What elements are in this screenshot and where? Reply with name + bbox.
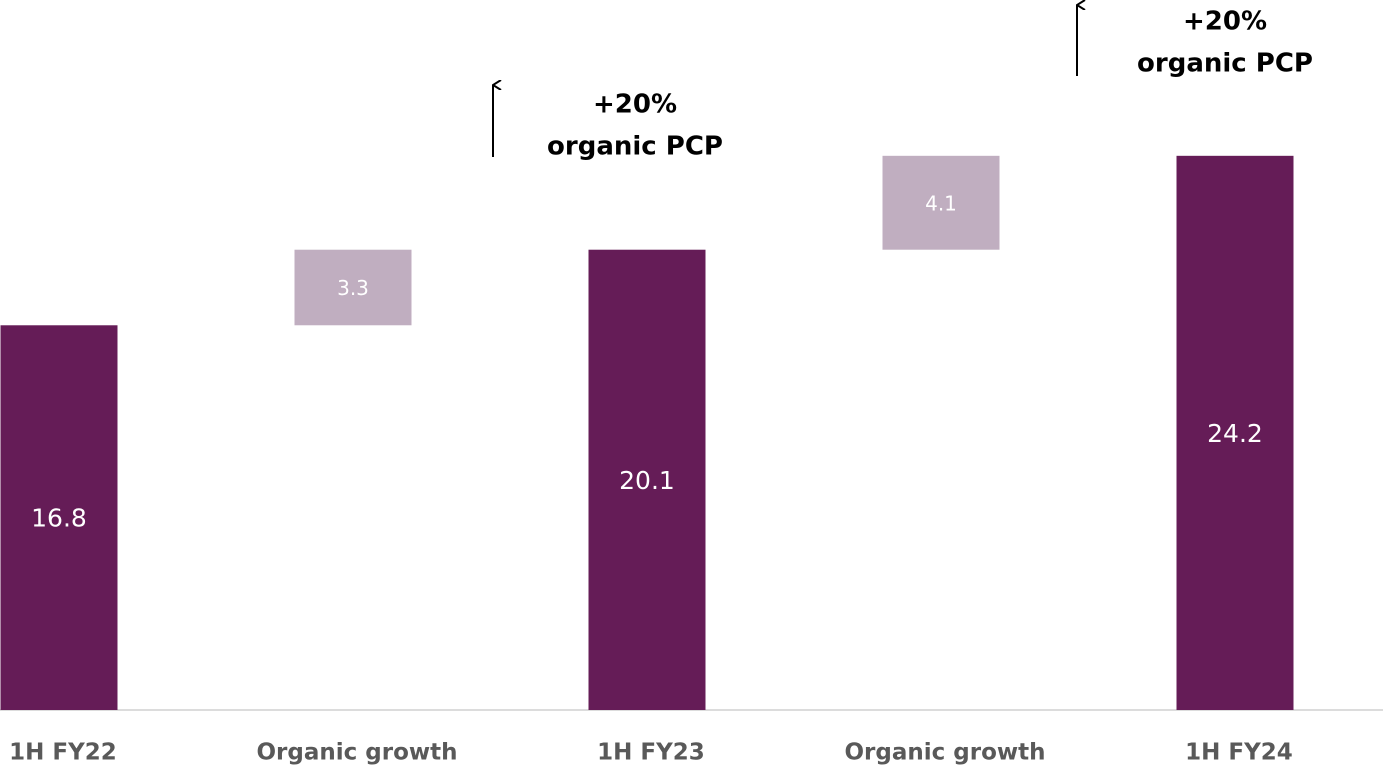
annotation-text: organic PCP: [1137, 49, 1313, 79]
value-label: 16.8: [31, 504, 87, 533]
x-tick-label: Organic growth: [256, 740, 457, 766]
growth-bar: [882, 155, 1000, 250]
x-tick-label: 1H FY24: [1185, 740, 1293, 766]
x-tick-label: Organic growth: [844, 740, 1045, 766]
x-tick-label: 1H FY23: [597, 740, 705, 766]
annotation-text: organic PCP: [547, 132, 723, 162]
annotation-text: +20%: [593, 90, 677, 120]
value-label: 3.3: [337, 276, 369, 300]
annotation-text: +20%: [1183, 7, 1267, 37]
total-bar: [0, 325, 118, 710]
growth-bar: [294, 249, 412, 326]
value-label: 24.2: [1207, 419, 1263, 448]
value-label: 4.1: [925, 191, 957, 215]
total-bar: [588, 249, 706, 710]
total-bar: [1176, 155, 1294, 710]
value-label: 20.1: [619, 466, 675, 495]
x-tick-label: 1H FY22: [9, 740, 117, 766]
